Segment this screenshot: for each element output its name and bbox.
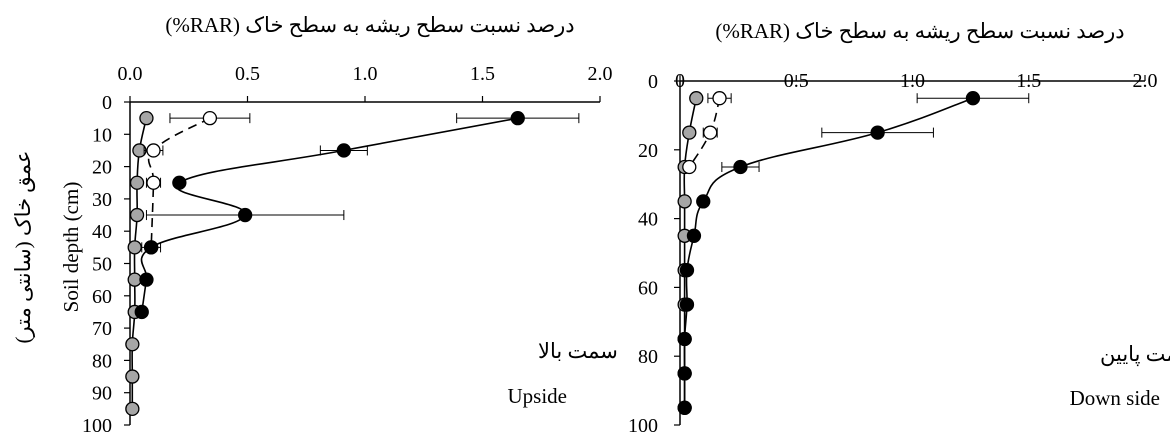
data-point	[677, 331, 692, 347]
annotation-fa: سمت پایین	[1100, 342, 1170, 367]
data-point	[682, 125, 697, 140]
data-point	[146, 175, 161, 190]
x-tick-label: 0.0	[118, 63, 143, 85]
annotation-en: Upside	[508, 384, 568, 408]
series-line	[131, 118, 148, 409]
y-tick-label: 60	[92, 286, 112, 308]
marks	[677, 91, 1030, 415]
data-point	[679, 297, 695, 312]
y-tick-label: 90	[92, 383, 112, 405]
data-point	[129, 207, 145, 223]
series-line	[147, 117, 211, 248]
series-line	[683, 97, 974, 408]
y-tick-label: 30	[92, 189, 112, 211]
data-point	[712, 91, 727, 106]
data-point	[703, 125, 718, 140]
y-tick-label: 20	[92, 157, 112, 179]
annotation-fa: سمت بالا	[538, 339, 618, 363]
data-point	[682, 159, 697, 175]
data-point	[733, 159, 748, 175]
x-tick-label: 1.5	[1016, 70, 1041, 92]
x-tick-label: 0.5	[784, 70, 809, 92]
data-point	[134, 304, 149, 320]
data-point	[677, 194, 692, 209]
y-tick-label: 80	[92, 350, 112, 372]
y-tick-label: 70	[92, 318, 112, 340]
annotation-en: Down side	[1070, 386, 1160, 410]
y-tick-label: 0	[102, 92, 112, 114]
data-point	[336, 143, 352, 158]
data-point	[689, 91, 704, 106]
chart-title: درصد نسبت سطح ریشه به سطح خاک (RAR%)	[715, 19, 1124, 44]
data-point	[127, 272, 142, 287]
data-point	[125, 337, 140, 352]
data-point	[139, 272, 154, 287]
data-point	[143, 240, 159, 255]
x-tick-label: 0.5	[235, 63, 260, 85]
data-point	[679, 263, 695, 278]
y-tick-label: 40	[638, 209, 658, 231]
y-axis-label: Soil depth (cm)	[59, 182, 83, 313]
y-tick-label: 80	[638, 346, 658, 368]
y-tick-label: 60	[638, 277, 658, 299]
data-point	[146, 143, 161, 158]
x-tick-label: 1.5	[470, 63, 495, 85]
data-point	[129, 175, 145, 190]
data-point	[125, 401, 140, 417]
chart-upside: درصد نسبت سطح ریشه به سطح خاک (RAR%) Soi…	[11, 13, 618, 432]
chart-title: درصد نسبت سطح ریشه به سطح خاک (RAR%)	[165, 13, 574, 38]
y-tick-label: 40	[92, 221, 112, 243]
data-point	[677, 366, 692, 381]
y-tick-label: 20	[638, 140, 658, 162]
data-point	[237, 207, 253, 223]
y-tick-label: 100	[628, 415, 658, 432]
x-tick-label: 2.0	[1133, 70, 1158, 92]
axes: 0.0 0.5 1.0 1.5 2.0 0 10 20 30 40 50 60 70 80 90 100	[82, 63, 613, 432]
y-axis-label-fa: عمق خاک (سانتی متر)	[11, 151, 36, 344]
marks	[125, 111, 580, 417]
data-point	[677, 400, 692, 415]
data-point	[696, 194, 711, 209]
data-point	[202, 111, 218, 126]
data-point	[125, 369, 140, 384]
series-line	[140, 117, 518, 313]
data-point	[172, 175, 187, 190]
data-point	[870, 125, 885, 140]
data-point	[686, 228, 702, 243]
x-tick-label: 1.0	[353, 63, 378, 85]
y-tick-label: 10	[92, 124, 112, 146]
chart-downside: درصد نسبت سطح ریشه به سطح خاک (RAR%) سمت…	[628, 19, 1170, 432]
x-tick-label: 2.0	[588, 63, 613, 85]
data-point	[965, 91, 981, 106]
data-point	[510, 111, 525, 126]
y-tick-label: 0	[648, 71, 658, 93]
y-tick-label: 50	[92, 254, 112, 276]
data-point	[139, 111, 154, 126]
data-point	[127, 240, 142, 255]
y-tick-label: 100	[82, 415, 112, 432]
x-tick-label: 1.0	[900, 70, 925, 92]
